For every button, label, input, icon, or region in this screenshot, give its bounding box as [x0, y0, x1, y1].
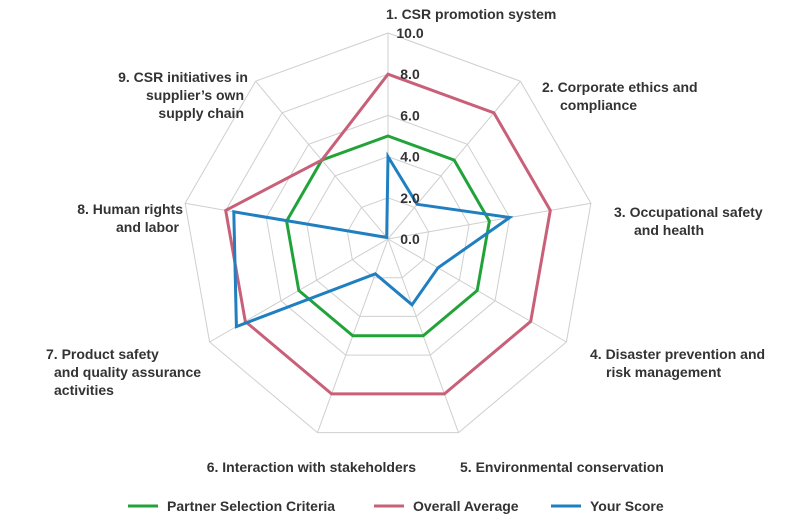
tick-label: 8.0 — [400, 66, 420, 82]
axis-label-line: risk management — [606, 364, 721, 380]
axis-label-line: 6. Interaction with stakeholders — [207, 459, 416, 475]
grid-ring — [306, 156, 470, 317]
tick-label: 4.0 — [400, 149, 420, 165]
axis-label-7: 7. Product safety and quality assurance ac… — [46, 346, 201, 398]
axis-label-1: 1. CSR promotion system — [386, 6, 556, 22]
grid-ring — [346, 197, 430, 279]
axis-label-line: and health — [634, 222, 704, 238]
legend-label-1: Partner Selection Criteria — [167, 498, 335, 514]
series-line-3 — [232, 151, 514, 329]
axis-labels: 1. CSR promotion system 2. Corporate ethi… — [46, 6, 765, 475]
axis-label-line: 7. Product safety — [46, 346, 159, 362]
tick-label: 2.0 — [400, 190, 420, 206]
tick-label: 0.0 — [400, 231, 420, 247]
axis-label-line: 4. Disaster prevention and — [590, 346, 765, 362]
axis-label-line: supplier’s own — [146, 87, 244, 103]
axis-label-3: 3. Occupational safety and health — [614, 204, 763, 238]
tick-label: 10.0 — [396, 25, 423, 41]
grid-ring — [184, 32, 592, 434]
axis-label-line: 9. CSR initiatives in — [118, 69, 248, 85]
axis-label-9: 9. CSR initiatives in supplier’s own suppl… — [118, 69, 248, 121]
axis-label-line: 1. CSR promotion system — [386, 6, 556, 22]
series-line-2 — [224, 72, 552, 396]
axis-label-line: and labor — [116, 219, 180, 235]
axis-label-line: 2. Corporate ethics and — [542, 79, 698, 95]
tick-label: 6.0 — [400, 107, 420, 123]
radar-series — [224, 72, 552, 396]
grid-ring — [265, 114, 511, 356]
axis-label-4: 4. Disaster prevention and risk managemen… — [590, 346, 765, 380]
axis-label-8: 8. Human rights and labor — [77, 201, 183, 235]
axis-label-line: and quality assurance — [54, 364, 201, 380]
axis-label-5: 5. Environmental conservation — [460, 459, 664, 475]
radial-tick-labels: 0.0 2.0 4.0 6.0 8.0 10.0 — [396, 25, 423, 247]
legend-label-2: Overall Average — [413, 498, 519, 514]
axis-label-line: 3. Occupational safety — [614, 204, 763, 220]
legend-label-3: Your Score — [590, 498, 664, 514]
series-line-1 — [285, 134, 491, 338]
axis-label-line: compliance — [560, 97, 637, 113]
axis-label-2: 2. Corporate ethics and compliance — [542, 79, 698, 113]
axis-label-6: 6. Interaction with stakeholders — [207, 459, 416, 475]
axis-label-line: supply chain — [158, 105, 244, 121]
legend: Partner Selection Criteria Overall Averag… — [128, 498, 664, 514]
axis-label-line: 5. Environmental conservation — [460, 459, 664, 475]
axis-label-line: activities — [54, 382, 114, 398]
axis-label-line: 8. Human rights — [77, 201, 183, 217]
